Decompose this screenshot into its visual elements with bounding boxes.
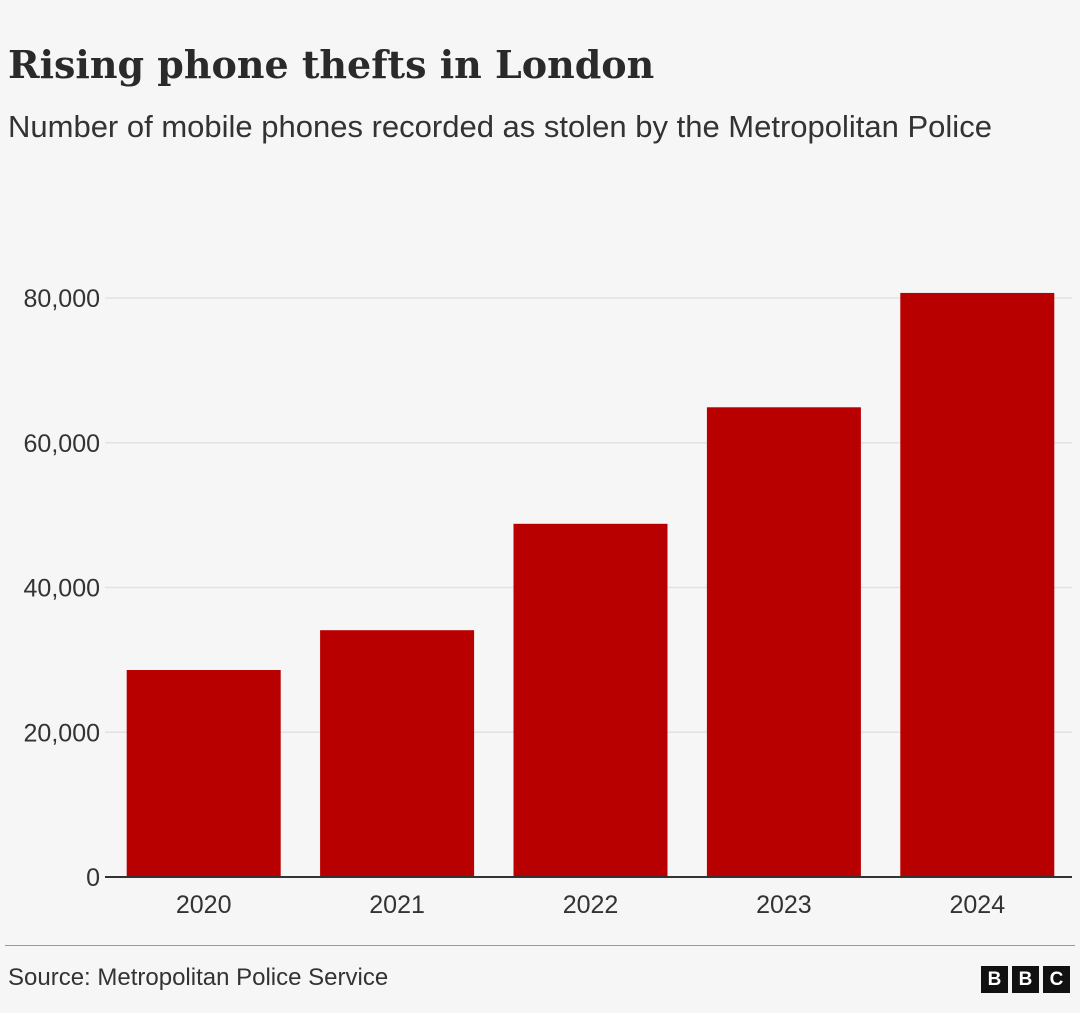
x-tick-label: 2024 [949,891,1005,919]
chart-title: Rising phone thefts in London [8,42,655,87]
bbc-logo-letter: C [1043,966,1070,993]
footer-divider [5,945,1075,946]
x-tick-label: 2022 [563,891,619,919]
bbc-logo-letter: B [981,966,1008,993]
bar-2023 [706,407,861,877]
y-tick-label: 0 [86,864,100,892]
x-tick-label: 2021 [369,891,425,919]
x-tick-label: 2023 [756,891,812,919]
bar-2022 [513,523,668,877]
bar-2020 [126,670,281,877]
y-tick-label: 40,000 [24,575,100,603]
x-tick-label: 2020 [176,891,232,919]
bbc-logo-letter: B [1012,966,1039,993]
bar-2021 [320,630,475,877]
bar-2024 [900,292,1055,878]
chart-subtitle: Number of mobile phones recorded as stol… [8,109,992,144]
bar-chart: 0 20,000 40,000 60,000 80,000 2020 2021 2022 202… [24,285,1072,919]
y-tick-label: 20,000 [24,719,100,747]
y-tick-label: 80,000 [24,285,100,313]
source-note: Source: Metropolitan Police Service [8,964,389,991]
bbc-logo: B B C [981,966,1070,993]
y-tick-label: 60,000 [24,430,100,458]
